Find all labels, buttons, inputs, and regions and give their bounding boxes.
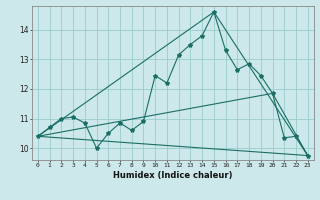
X-axis label: Humidex (Indice chaleur): Humidex (Indice chaleur) (113, 171, 233, 180)
